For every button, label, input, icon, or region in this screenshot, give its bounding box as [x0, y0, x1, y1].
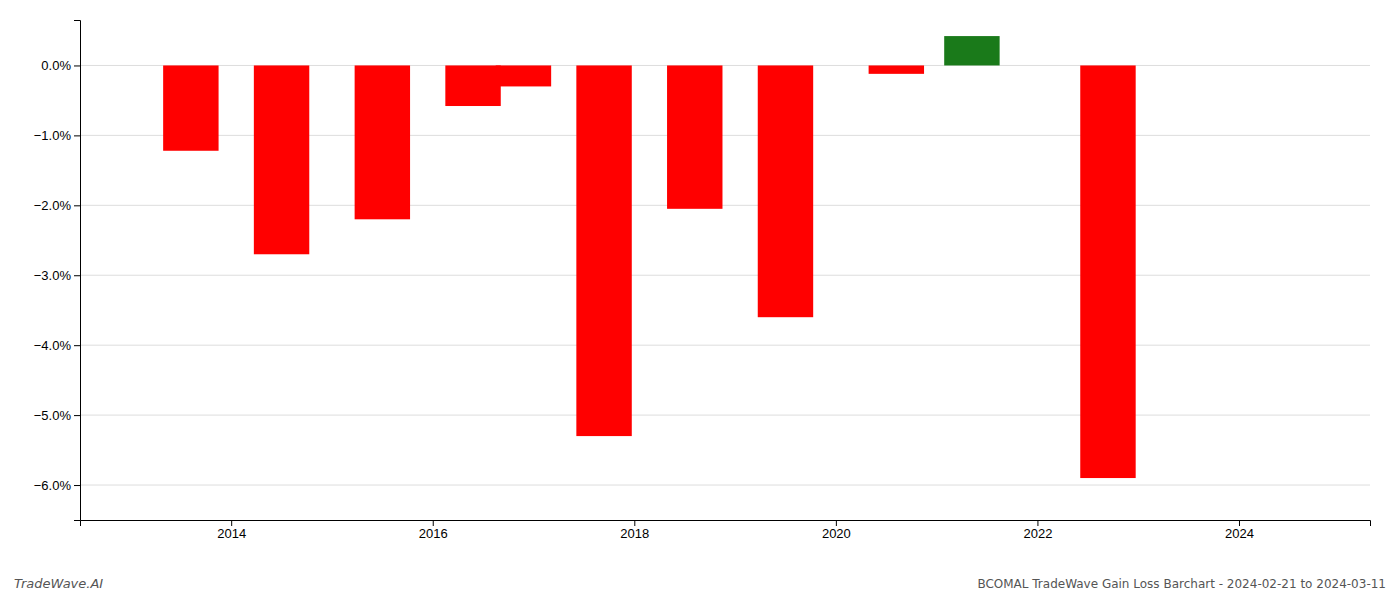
y-tick: −1.0% [34, 128, 80, 143]
watermark: TradeWave.AI [14, 576, 103, 591]
y-tick-mark [74, 65, 80, 66]
y-axis-line [74, 21, 81, 521]
bar [254, 65, 309, 254]
x-tick-mark [1037, 520, 1038, 526]
x-tick: 2016 [419, 520, 448, 541]
y-tick-mark [74, 345, 80, 346]
grid-line [80, 485, 1370, 486]
grid-line [80, 415, 1370, 416]
x-tick: 2020 [822, 520, 851, 541]
grid-line [80, 345, 1370, 346]
y-tick: −6.0% [34, 478, 80, 493]
x-tick-label: 2020 [822, 526, 851, 541]
y-tick-label: −6.0% [34, 478, 72, 493]
y-tick: −2.0% [34, 198, 80, 213]
bar [576, 65, 631, 436]
y-tick-label: −1.0% [34, 128, 72, 143]
x-tick: 2022 [1023, 520, 1052, 541]
y-tick-label: −4.0% [34, 338, 72, 353]
bar [445, 65, 500, 106]
bar [869, 65, 924, 73]
x-tick: 2024 [1225, 520, 1254, 541]
y-tick-mark [74, 205, 80, 206]
bar [163, 65, 218, 150]
bar [944, 36, 999, 65]
y-tick-label: −5.0% [34, 408, 72, 423]
y-tick: −5.0% [34, 408, 80, 423]
y-tick: −4.0% [34, 338, 80, 353]
y-tick-label: 0.0% [41, 58, 71, 73]
bars [163, 36, 1136, 478]
x-tick: 2014 [217, 520, 246, 541]
y-axis: 0.0% −1.0% −2.0% −3.0% −4.0% −5.0% −6.0% [34, 21, 81, 521]
y-tick: 0.0% [41, 58, 80, 73]
x-tick-label: 2024 [1225, 526, 1254, 541]
y-tick-mark [74, 485, 80, 486]
x-tick-label: 2018 [620, 526, 649, 541]
x-tick-label: 2014 [217, 526, 246, 541]
y-tick-label: −3.0% [34, 268, 72, 283]
x-tick: 2018 [620, 520, 649, 541]
x-tick-label: 2022 [1023, 526, 1052, 541]
x-tick-mark [634, 520, 635, 526]
y-tick: −3.0% [34, 268, 80, 283]
x-axis: 2014 2016 2018 2020 2022 2024 [81, 520, 1371, 541]
y-tick-label: −2.0% [34, 198, 72, 213]
y-tick-mark [74, 275, 80, 276]
y-tick-mark [74, 415, 80, 416]
x-tick-mark [1239, 520, 1240, 526]
bar [758, 65, 813, 317]
bar [667, 65, 722, 208]
x-tick-label: 2016 [419, 526, 448, 541]
plot: 0.0%−1.0%−2.0%−3.0%−4.0%−5.0%−6.0%201420… [34, 21, 1371, 542]
bar [1080, 65, 1135, 478]
x-tick-mark [836, 520, 837, 526]
y-tick-mark [74, 135, 80, 136]
title: BCOMAL TradeWave Gain Loss Barchart - 20… [977, 577, 1386, 591]
x-tick-mark [231, 520, 232, 526]
chart-svg: 0.0%−1.0%−2.0%−3.0%−4.0%−5.0%−6.0%201420… [0, 0, 1400, 600]
x-axis-line [81, 521, 1371, 527]
bar [496, 65, 551, 86]
x-tick-mark [433, 520, 434, 526]
bar [355, 65, 410, 219]
grid [80, 65, 1370, 485]
grid-line [80, 275, 1370, 276]
